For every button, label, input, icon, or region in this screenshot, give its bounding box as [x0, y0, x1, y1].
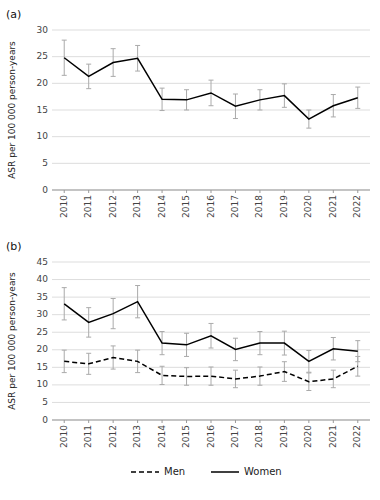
y-tick-label: 30	[37, 25, 49, 35]
y-tick-label: 15	[37, 362, 48, 372]
y-tick-label: 10	[37, 131, 49, 141]
x-tick-label: 2012	[108, 425, 118, 448]
x-tick-label: 2011	[83, 195, 93, 218]
x-tick-label: 2016	[206, 425, 216, 448]
x-tick-label: 2016	[206, 195, 216, 218]
grid-line	[52, 279, 370, 280]
x-tick	[333, 190, 334, 193]
grid-line	[52, 163, 370, 164]
x-tick	[186, 420, 187, 423]
y-tick-label: 10	[37, 379, 49, 389]
x-tick-label: 2018	[254, 425, 264, 448]
y-tick-label: 25	[37, 51, 48, 61]
x-tick-label: 2017	[230, 425, 240, 448]
x-tick-label: 2014	[157, 425, 167, 448]
legend: Men Women	[131, 466, 282, 477]
legend-label: Men	[164, 466, 185, 477]
y-tick-label: 20	[37, 344, 49, 354]
legend-swatch	[131, 471, 159, 473]
x-tick-label: 2010	[59, 425, 69, 448]
grid-line	[52, 56, 370, 57]
x-tick	[113, 190, 114, 193]
x-tick-label: 2022	[352, 425, 362, 448]
panel: 0 5 10 15 20 25 30 2010 2011 2012 2013 2014 2015 2016…	[6, 8, 370, 218]
x-tick-label: 2020	[303, 425, 313, 448]
x-tick	[235, 190, 236, 193]
x-tick	[259, 190, 260, 193]
x-tick	[186, 190, 187, 193]
x-tick-label: 2010	[59, 195, 69, 218]
grid-line	[52, 349, 370, 350]
y-tick-label: 40	[37, 274, 49, 284]
panel-label: (b)	[6, 240, 22, 253]
x-tick	[308, 420, 309, 423]
grid-line	[52, 30, 370, 31]
x-tick-label: 2017	[230, 195, 240, 218]
x-tick-label: 2015	[181, 195, 191, 218]
y-tick-label: 20	[37, 78, 49, 88]
y-tick-label: 15	[37, 105, 48, 115]
x-tick-label: 2020	[303, 195, 313, 218]
panel: 0 5 10 15 20 25 30 35 40 45 2010 2011 2012 2013 2014 20…	[6, 240, 370, 477]
x-tick	[137, 190, 138, 193]
x-tick-label: 2019	[279, 195, 289, 218]
x-tick	[113, 420, 114, 423]
y-tick-label: 25	[37, 327, 48, 337]
x-tick	[308, 190, 309, 193]
y-tick-label: 45	[37, 257, 48, 267]
x-tick	[333, 420, 334, 423]
x-tick-label: 2021	[328, 195, 338, 218]
x-tick	[162, 420, 163, 423]
grid-line	[52, 314, 370, 315]
legend-swatch	[211, 471, 239, 473]
x-tick	[259, 420, 260, 423]
x-tick	[211, 420, 212, 423]
grid-line	[52, 297, 370, 298]
x-tick-label: 2014	[157, 195, 167, 218]
legend-label: Women	[244, 466, 282, 477]
x-tick	[64, 190, 65, 193]
grid-line	[52, 110, 370, 111]
grid-line	[52, 136, 370, 137]
x-tick	[235, 420, 236, 423]
x-tick-label: 2012	[108, 195, 118, 218]
y-tick-label: 5	[42, 397, 48, 407]
series-line	[64, 58, 358, 119]
x-tick-label: 2021	[328, 425, 338, 448]
y-axis-label: ASR per 100 000 person-years	[7, 272, 17, 410]
x-tick-label: 2015	[181, 425, 191, 448]
x-tick-label: 2022	[352, 195, 362, 218]
x-tick	[357, 190, 358, 193]
x-tick-label: 2019	[279, 425, 289, 448]
plot-area	[62, 286, 361, 391]
x-tick	[284, 190, 285, 193]
x-tick	[357, 420, 358, 423]
chart: 0510152025302010201120122013201420152016…	[0, 0, 380, 500]
x-tick	[162, 190, 163, 193]
x-tick	[211, 190, 212, 193]
x-tick	[284, 420, 285, 423]
plot-area	[62, 40, 361, 128]
y-tick-label: 5	[42, 158, 48, 168]
x-tick	[137, 420, 138, 423]
x-tick-label: 2018	[254, 195, 264, 218]
x-tick	[88, 190, 89, 193]
grid-line	[52, 402, 370, 403]
x-tick-label: 2011	[83, 425, 93, 448]
y-tick-label: 35	[37, 292, 48, 302]
series-line	[64, 302, 358, 362]
series-line	[64, 358, 358, 382]
y-axis-label: ASR per 100 000 person-years	[7, 41, 17, 179]
y-tick-label: 30	[37, 309, 49, 319]
grid-line	[52, 262, 370, 263]
x-tick-label: 2013	[132, 195, 142, 218]
x-tick	[88, 420, 89, 423]
panel-label: (a)	[6, 8, 21, 21]
x-tick	[64, 420, 65, 423]
x-tick-label: 2013	[132, 425, 142, 448]
y-tick-label: 0	[42, 185, 48, 195]
y-tick-label: 0	[42, 415, 48, 425]
